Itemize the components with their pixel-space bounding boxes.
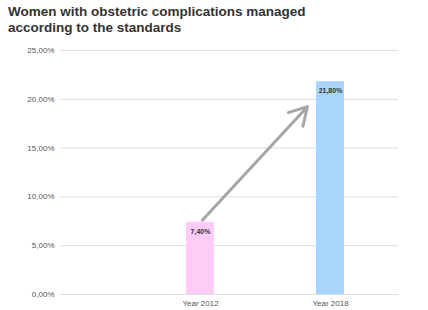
svg-text:15,00%: 15,00% — [27, 144, 54, 153]
html-text:Women with obstetric complicat: Women with obstetric complications manag… — [8, 4, 306, 35]
svg-text:21,80%: 21,80% — [319, 87, 344, 95]
svg-text:10,00%: 10,00% — [27, 192, 54, 201]
svg-text:5,00%: 5,00% — [32, 241, 55, 250]
svg-text:20,00%: 20,00% — [27, 95, 54, 104]
svg-text:0,00%: 0,00% — [32, 290, 55, 299]
svg-text:7,40%: 7,40% — [191, 228, 212, 236]
svg-text:Year 2012: Year 2012 — [182, 299, 219, 308]
svg-text:Year 2018: Year 2018 — [312, 299, 349, 308]
svg-text:25,00%: 25,00% — [27, 46, 54, 55]
